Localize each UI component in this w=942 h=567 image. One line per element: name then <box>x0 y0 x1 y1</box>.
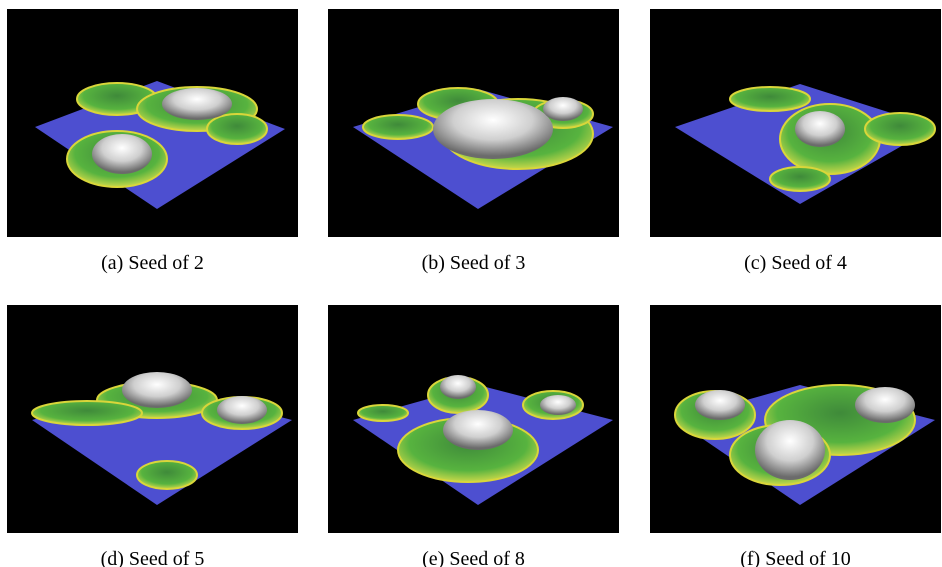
terrain-panel <box>650 305 941 533</box>
snow-peak <box>540 395 576 415</box>
land-mass <box>207 114 267 144</box>
land-mass <box>137 461 197 489</box>
snow-peak <box>443 410 513 450</box>
caption: (c) Seed of 4 <box>744 252 847 274</box>
snow-peak <box>855 387 915 423</box>
snow-peak <box>122 372 192 408</box>
caption: (f) Seed of 10 <box>740 548 851 567</box>
land-mass <box>730 87 810 111</box>
snow-peak <box>162 88 232 120</box>
snow-peak <box>795 111 845 147</box>
terrain-panel <box>7 9 298 237</box>
terrain-panel <box>7 305 298 533</box>
terrain-panel <box>328 9 619 237</box>
land-mass <box>770 167 830 191</box>
snow-peak <box>217 396 267 424</box>
snow-peak <box>695 390 745 420</box>
caption: (b) Seed of 3 <box>422 252 526 274</box>
land-mass <box>358 405 408 421</box>
snow-peak <box>433 99 553 159</box>
land-mass <box>865 113 935 145</box>
caption: (a) Seed of 2 <box>101 252 204 274</box>
snow-peak <box>440 375 476 399</box>
terrain-panel <box>328 305 619 533</box>
terrain-panel <box>650 9 941 237</box>
snow-peak <box>755 420 825 480</box>
snow-peak <box>543 97 583 121</box>
land-mass <box>363 115 433 139</box>
land-mass <box>32 401 142 425</box>
caption: (e) Seed of 8 <box>422 548 525 567</box>
figure: (a) Seed of 2 (b) Seed of 3 (c) Seed of 4 (… <box>0 0 942 567</box>
snow-peak <box>92 134 152 174</box>
caption: (d) Seed of 5 <box>101 548 205 567</box>
